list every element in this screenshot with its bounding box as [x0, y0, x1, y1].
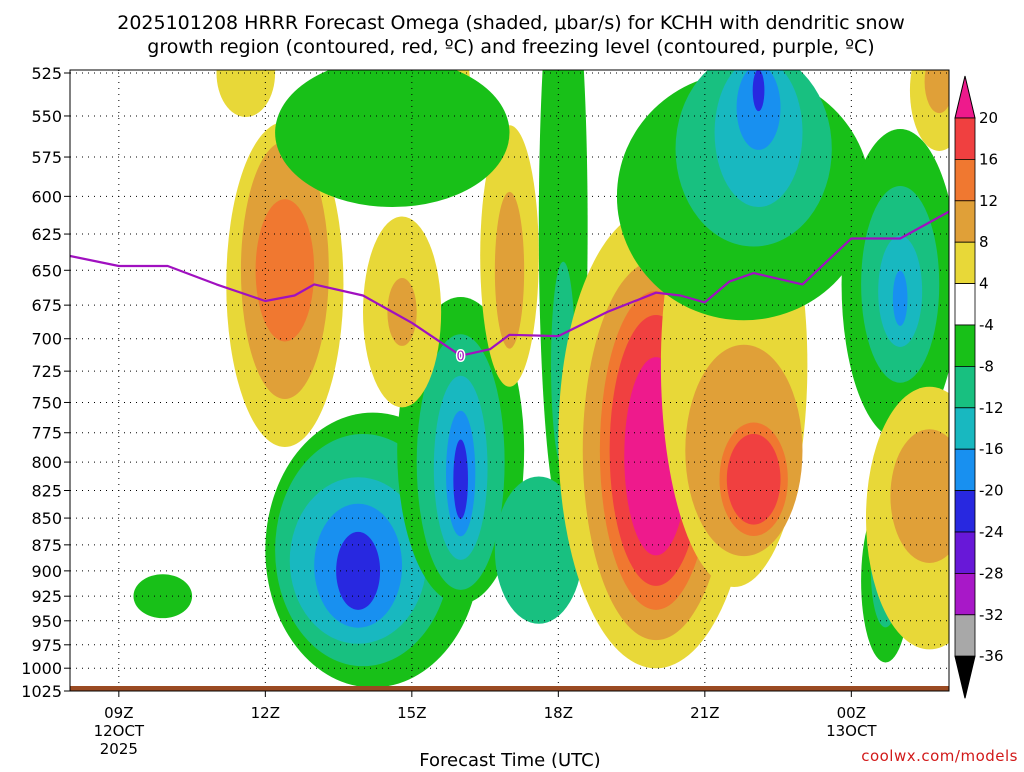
pressure-tick-label: 1025 [21, 682, 62, 701]
pressure-tick-label: 650 [31, 261, 62, 280]
colorbar-tick-label: 16 [979, 150, 998, 168]
time-tick-label: 09Z [104, 704, 133, 722]
pressure-tick-label: 725 [31, 362, 62, 381]
pressure-tick-label: 750 [31, 393, 62, 412]
pressure-tick-label: 875 [31, 536, 62, 555]
omega-cell [255, 199, 315, 342]
freezing-level-label: 0 [457, 350, 465, 365]
omega-cell [494, 191, 525, 349]
colorbar-bin [954, 531, 976, 574]
pressure-tick-label: 600 [31, 187, 62, 206]
colorbar-bin [954, 283, 976, 326]
time-tick-label: 21Z [690, 704, 719, 722]
omega-cell [494, 476, 583, 624]
colorbar-bin [954, 324, 976, 367]
time-tick-label: 18Z [544, 704, 573, 722]
colorbar-tick-label: 8 [979, 233, 989, 251]
omega-colorbar: 20 16 12 8 4 -4 -8 -12 -16 -20 -24 -28 -32 -36 [954, 75, 1004, 699]
colorbar-bin [954, 407, 976, 450]
pressure-tick-label: 925 [31, 587, 62, 606]
omega-cell [387, 277, 417, 346]
colorbar-bin [954, 448, 976, 492]
pressure-tick-label: 675 [31, 296, 62, 315]
watermark: coolwx.com/models [861, 747, 1018, 765]
colorbar-bin [954, 573, 976, 616]
colorbar-bin [954, 655, 976, 699]
time-tick-year: 2025 [100, 740, 138, 758]
x-axis-label: Forecast Time (UTC) [419, 750, 600, 768]
time-tick-label: 15Z [397, 704, 426, 722]
pressure-tick-label: 550 [31, 107, 62, 126]
colorbar-bin [954, 158, 976, 202]
pressure-tick-label: 525 [31, 64, 62, 83]
colorbar-tick-label: -20 [979, 482, 1004, 500]
colorbar-tick-label: -8 [979, 357, 994, 375]
pressure-tick-label: 825 [31, 481, 62, 500]
colorbar-tick-label: 4 [979, 275, 989, 293]
omega-cell [133, 574, 193, 619]
omega-cell [453, 439, 468, 519]
grid-lines [70, 70, 949, 691]
pressure-tick-label: 1000 [21, 659, 62, 678]
time-tick-label: 00Z [837, 704, 866, 722]
colorbar-tick-label: -16 [979, 440, 1004, 458]
colorbar-bin [954, 117, 976, 160]
colorbar-tick-label: -32 [979, 606, 1004, 624]
freezing-level-line [70, 210, 949, 357]
omega-cell [752, 70, 765, 112]
omega-cell [726, 433, 781, 525]
chart-title-line1: 2025101208 HRRR Forecast Omega (shaded, … [117, 12, 905, 34]
colorbar-bin [954, 241, 976, 284]
plot-frame [69, 69, 950, 692]
colorbar-tick-label: -28 [979, 564, 1004, 582]
colorbar-tick-label: -4 [979, 316, 994, 334]
time-tick-date: 12OCT [94, 722, 145, 740]
colorbar-tick-label: -12 [979, 399, 1004, 417]
colorbar-tick-label: -24 [979, 523, 1004, 541]
colorbar-tick-label: 12 [979, 192, 998, 210]
colorbar-bin [954, 75, 976, 119]
time-tick-date: 13OCT [826, 722, 877, 740]
colorbar-tick-label: 20 [979, 109, 998, 127]
omega-shading [133, 70, 949, 688]
ground-strip [70, 686, 949, 691]
pressure-tick-label: 625 [31, 225, 62, 244]
pressure-axis: 525 550 575 600 625 650 675 700 725 750 775 800 825 8… [21, 64, 70, 701]
time-tick-label: 12Z [251, 704, 280, 722]
pressure-tick-label: 700 [31, 330, 62, 349]
pressure-tick-label: 900 [31, 562, 62, 581]
pressure-tick-label: 800 [31, 453, 62, 472]
colorbar-bin [954, 614, 976, 657]
plot-area: 0 [70, 70, 949, 691]
pressure-tick-label: 975 [31, 636, 62, 655]
colorbar-bin [954, 200, 976, 243]
chart-title-line2: growth region (contoured, red, ºC) and f… [147, 36, 874, 58]
pressure-tick-label: 850 [31, 509, 62, 528]
omega-cell [924, 70, 949, 114]
omega-cell [275, 70, 510, 207]
omega-cell [216, 70, 276, 118]
colorbar-bin [954, 490, 976, 533]
freezing-level-contour: 0 [70, 210, 949, 366]
colorbar-bin [954, 365, 976, 409]
pressure-tick-label: 950 [31, 612, 62, 631]
omega-cell [892, 270, 908, 326]
pressure-tick-label: 775 [31, 424, 62, 443]
omega-cell [890, 429, 949, 563]
colorbar-tick-label: -36 [979, 647, 1004, 665]
pressure-tick-label: 575 [31, 148, 62, 167]
